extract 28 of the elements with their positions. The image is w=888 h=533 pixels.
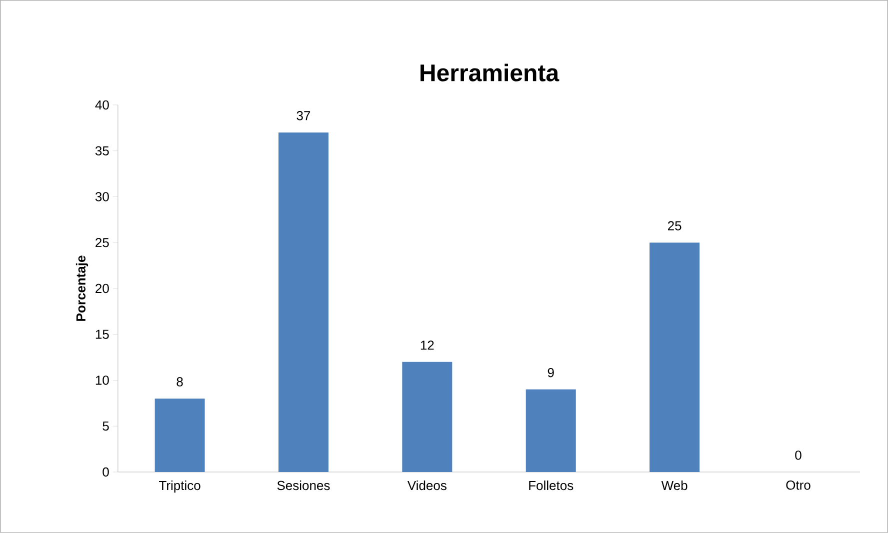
bar [278, 132, 328, 472]
x-tick-label: Web [661, 480, 688, 490]
y-tick-label: 20 [96, 284, 109, 294]
data-label: 25 [668, 221, 682, 230]
x-tick-label: Triptico [159, 480, 200, 493]
x-tick-label: Videos [407, 480, 446, 490]
y-axis-title: Porcentaje [76, 256, 88, 321]
chart-title: Herramienta [420, 64, 560, 82]
y-tick-label: 35 [95, 146, 109, 156]
data-label: 37 [296, 111, 310, 120]
data-label: 8 [176, 377, 183, 386]
y-tick-label: 5 [102, 422, 109, 431]
x-tick-label: Otro [786, 480, 810, 490]
data-label: 12 [420, 340, 434, 350]
data-label: 9 [548, 368, 554, 378]
x-tick-label: Sesiones [277, 480, 330, 490]
x-tick-label: Folletos [529, 480, 574, 490]
y-tick-label: 25 [96, 238, 109, 248]
y-tick-label: 15 [96, 330, 109, 339]
bar [650, 242, 700, 472]
bar [526, 389, 576, 472]
y-tick-label: 0 [102, 467, 109, 477]
y-tick-label: 10 [96, 376, 109, 385]
bar [402, 362, 452, 472]
y-tick-label: 40 [95, 100, 109, 110]
bar [154, 398, 205, 472]
y-tick-label: 30 [95, 192, 109, 202]
data-label: 0 [795, 450, 802, 460]
